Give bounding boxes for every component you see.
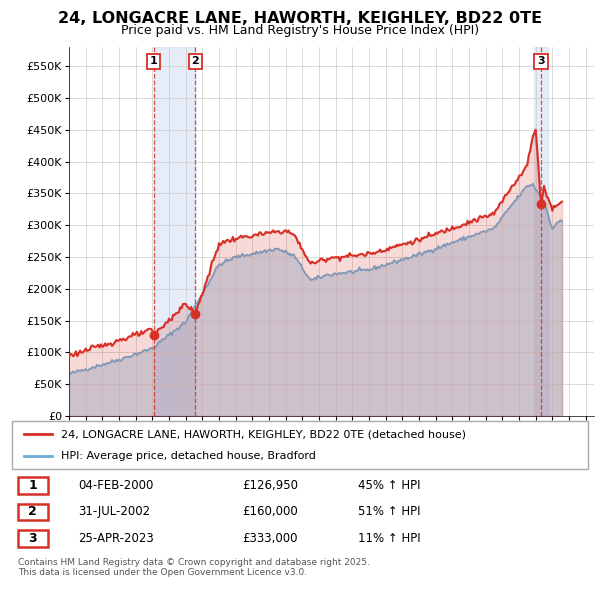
Text: 1: 1 xyxy=(150,57,158,67)
Text: 24, LONGACRE LANE, HAWORTH, KEIGHLEY, BD22 0TE (detached house): 24, LONGACRE LANE, HAWORTH, KEIGHLEY, BD… xyxy=(61,429,466,439)
Text: Contains HM Land Registry data © Crown copyright and database right 2025.
This d: Contains HM Land Registry data © Crown c… xyxy=(18,558,370,577)
Text: 31-JUL-2002: 31-JUL-2002 xyxy=(78,505,151,519)
Text: 3: 3 xyxy=(28,532,37,545)
Text: HPI: Average price, detached house, Bradford: HPI: Average price, detached house, Brad… xyxy=(61,451,316,461)
Bar xyxy=(534,47,548,416)
Text: 25-APR-2023: 25-APR-2023 xyxy=(78,532,154,545)
Text: Price paid vs. HM Land Registry's House Price Index (HPI): Price paid vs. HM Land Registry's House … xyxy=(121,24,479,37)
Text: 51% ↑ HPI: 51% ↑ HPI xyxy=(358,505,420,519)
Text: 2: 2 xyxy=(28,505,37,519)
Text: 24, LONGACRE LANE, HAWORTH, KEIGHLEY, BD22 0TE: 24, LONGACRE LANE, HAWORTH, KEIGHLEY, BD… xyxy=(58,11,542,25)
Text: 45% ↑ HPI: 45% ↑ HPI xyxy=(358,478,420,492)
FancyBboxPatch shape xyxy=(18,504,48,520)
Bar xyxy=(154,47,196,416)
Text: 3: 3 xyxy=(537,57,545,67)
Text: 2: 2 xyxy=(191,57,199,67)
FancyBboxPatch shape xyxy=(18,530,48,546)
FancyBboxPatch shape xyxy=(12,421,588,469)
Text: 11% ↑ HPI: 11% ↑ HPI xyxy=(358,532,420,545)
Text: £160,000: £160,000 xyxy=(242,505,298,519)
Text: £126,950: £126,950 xyxy=(242,478,298,492)
FancyBboxPatch shape xyxy=(18,477,48,493)
Text: 04-FEB-2000: 04-FEB-2000 xyxy=(78,478,154,492)
Text: 1: 1 xyxy=(28,478,37,492)
Text: £333,000: £333,000 xyxy=(242,532,298,545)
